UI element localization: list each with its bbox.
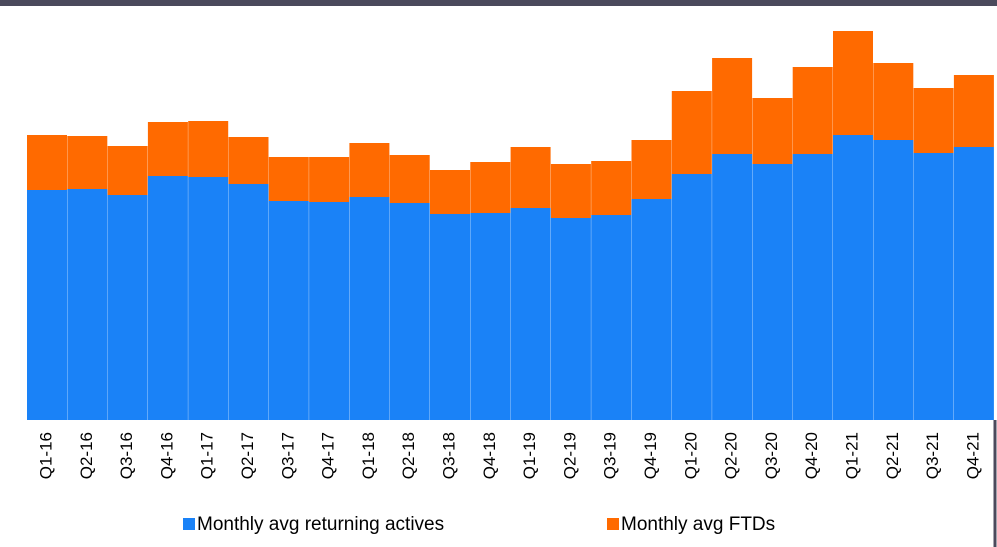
legend-swatch	[183, 518, 195, 530]
bar-segment	[309, 157, 350, 202]
x-tick-label: Q4-20	[802, 432, 821, 479]
x-tick-label: Q2-21	[883, 432, 902, 479]
x-tick-label: Q3-21	[923, 432, 942, 479]
bar-segment	[470, 213, 511, 420]
bar-segment	[27, 190, 67, 420]
bar-segment	[188, 177, 229, 420]
bar-segment	[27, 135, 67, 190]
bar-segment	[712, 154, 753, 420]
bar-segment	[953, 75, 994, 147]
bar-segment	[430, 170, 470, 214]
bar-segment	[510, 147, 551, 208]
bar-segment	[389, 203, 430, 420]
x-tick-label: Q2-19	[560, 432, 579, 479]
bar-segment	[107, 146, 148, 195]
x-tick-label: Q3-19	[601, 432, 620, 479]
x-tick-label: Q4-16	[157, 432, 176, 479]
bar-segment	[550, 218, 591, 420]
x-tick-label: Q3-18	[439, 432, 458, 479]
x-tick-label: Q1-17	[198, 432, 217, 479]
bar-segment	[349, 143, 390, 197]
legend-label: Monthly avg returning actives	[197, 514, 444, 535]
bar-segment	[430, 214, 470, 420]
bar-segment	[550, 164, 591, 218]
x-tick-label: Q2-16	[77, 432, 96, 479]
bar-segment	[833, 31, 873, 135]
bar-segment	[953, 147, 994, 420]
x-tick-label: Q1-16	[36, 432, 55, 479]
x-tick-label: Q1-21	[842, 432, 861, 479]
x-tick-label: Q4-21	[963, 432, 982, 479]
x-tick-label: Q3-17	[278, 432, 297, 479]
x-tick-label: Q3-20	[762, 432, 781, 479]
bar-segment	[873, 140, 914, 420]
bar-segment	[913, 88, 954, 153]
bar-segment	[188, 121, 229, 177]
bar-segment	[631, 140, 672, 199]
bar-segment	[591, 215, 632, 420]
bar-segment	[309, 202, 350, 420]
bar-segment	[833, 135, 873, 420]
x-tick-label: Q2-18	[399, 432, 418, 479]
bar-segment	[792, 154, 833, 420]
bar-segment	[671, 174, 712, 420]
x-tick-label: Q1-19	[520, 432, 539, 479]
bar-segment	[228, 137, 269, 184]
bar-segment	[470, 162, 511, 213]
x-tick-label: Q4-19	[641, 432, 660, 479]
legend-swatch	[607, 518, 619, 530]
bar-segment	[671, 91, 712, 174]
bar-segment	[228, 184, 269, 420]
legend-label: Monthly avg FTDs	[621, 514, 775, 535]
bar-segment	[67, 189, 108, 420]
bar-segment	[389, 155, 430, 203]
bar-segment	[752, 164, 793, 420]
bar-segment	[67, 136, 108, 189]
bar-segment	[510, 208, 551, 420]
x-tick-label: Q1-18	[359, 432, 378, 479]
bar-segment	[631, 199, 672, 420]
x-tick-label: Q4-18	[480, 432, 499, 479]
bar-segment	[268, 157, 309, 201]
bar-segment	[268, 201, 309, 420]
bar-segment	[349, 197, 390, 420]
x-tick-label: Q2-17	[238, 432, 257, 479]
bar-segment	[147, 176, 188, 420]
bar-segment	[792, 67, 833, 154]
bar-segment	[873, 63, 914, 140]
x-tick-label: Q2-20	[722, 432, 741, 479]
x-tick-label: Q1-20	[681, 432, 700, 479]
x-tick-label: Q3-16	[117, 432, 136, 479]
bar-segment	[591, 161, 632, 215]
top-bar	[0, 0, 997, 6]
bar-segment	[147, 122, 188, 176]
bar-segment	[107, 195, 148, 420]
x-tick-label: Q4-17	[319, 432, 338, 479]
bar-segment	[752, 98, 793, 164]
bar-segment	[913, 153, 954, 420]
bar-segment	[712, 58, 753, 154]
